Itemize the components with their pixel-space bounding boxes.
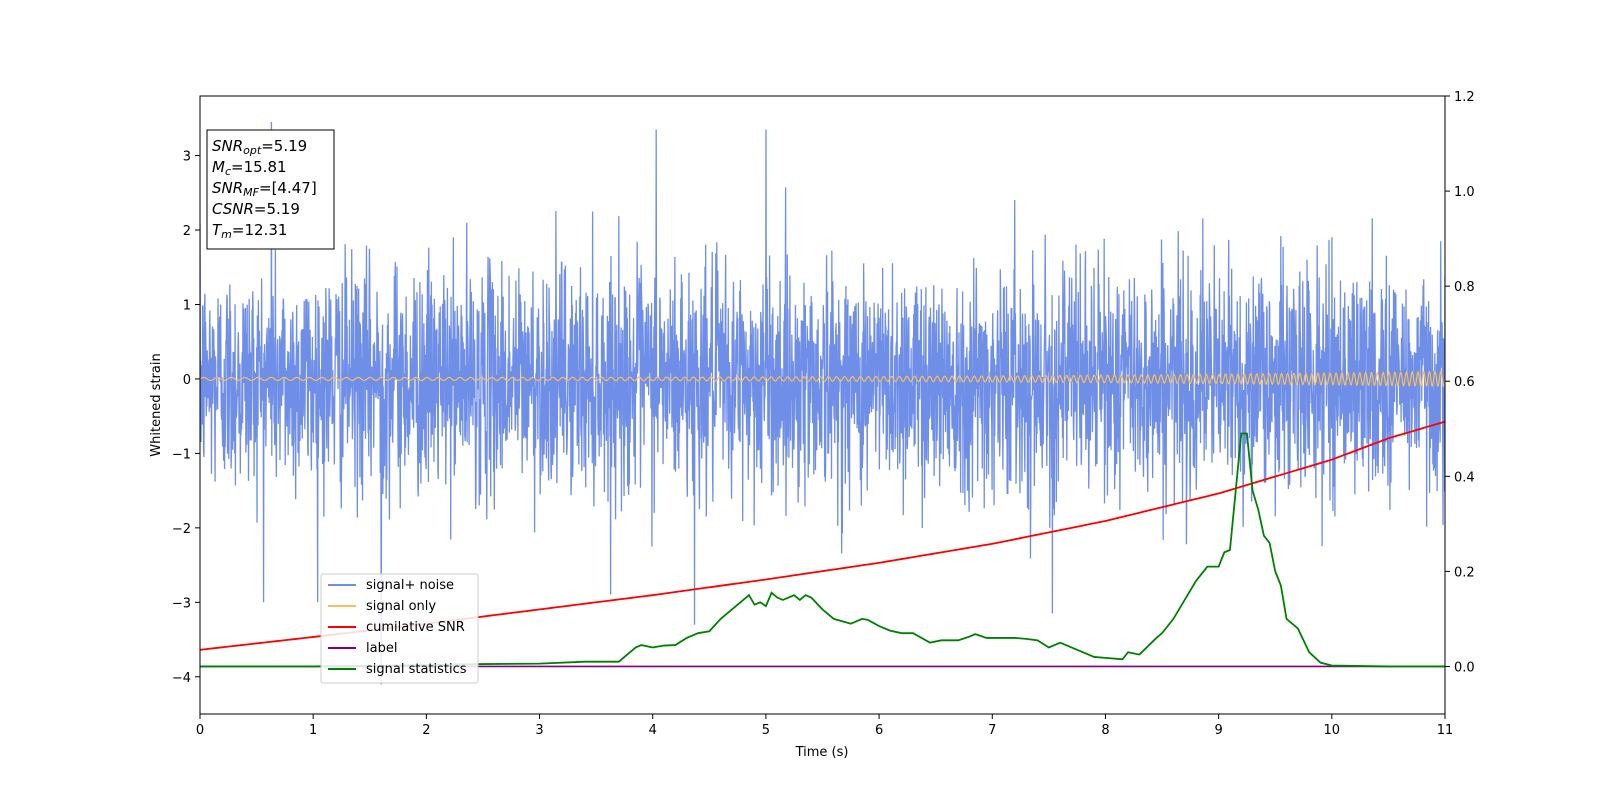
stats-box-frame xyxy=(206,129,335,250)
y-axis-right-ticks: 0.0 0.2 0.4 0.6 0.8 1.0 1.2 xyxy=(1445,90,1475,675)
signal-statistics-line xyxy=(200,432,1445,668)
legend-items: signal+ noise signal only cumilative SNR la… xyxy=(328,578,467,677)
stats-line: SNRMF=[4.47] xyxy=(212,179,317,199)
x-tick-label: 7 xyxy=(988,723,996,738)
signal-noise-line xyxy=(200,122,1445,685)
stats-line: CSNR=5.19 xyxy=(212,200,300,218)
y-left-tick-label: 1 xyxy=(183,298,191,313)
y-left-tick-label: −3 xyxy=(172,596,191,611)
signal-noise-series xyxy=(200,122,1445,685)
legend-label: signal statistics xyxy=(366,662,467,677)
legend-label: label xyxy=(366,641,397,656)
legend-frame xyxy=(320,573,479,684)
y-left-tick-label: 3 xyxy=(183,150,191,165)
legend: signal+ noise signal only cumilative SNR la… xyxy=(320,573,479,684)
stats-line: SNRopt=5.19 xyxy=(212,137,307,157)
x-tick-label: 3 xyxy=(535,723,543,738)
y-right-tick-label: 0.6 xyxy=(1454,375,1475,390)
stats-annotation-box: SNRopt=5.19Mc=15.81SNRMF=[4.47]CSNR=5.19… xyxy=(206,129,335,250)
y-right-tick-label: 0.2 xyxy=(1454,565,1475,580)
y-left-tick-label: −4 xyxy=(172,671,191,686)
y-right-tick-label: 0.8 xyxy=(1454,280,1475,295)
stats-lines: SNRopt=5.19Mc=15.81SNRMF=[4.47]CSNR=5.19… xyxy=(212,137,317,241)
x-tick-label: 8 xyxy=(1101,723,1109,738)
signal-only-line xyxy=(200,370,1445,388)
x-axis-label: Time (s) xyxy=(795,745,849,760)
x-tick-label: 9 xyxy=(1214,723,1222,738)
y-left-tick-label: −2 xyxy=(172,522,191,537)
x-tick-label: 10 xyxy=(1324,723,1341,738)
y-right-tick-label: 1.2 xyxy=(1454,90,1475,105)
x-tick-label: 2 xyxy=(422,723,430,738)
plot-frame xyxy=(199,95,1446,715)
signal-only-series xyxy=(200,370,1445,388)
x-tick-label: 0 xyxy=(196,723,204,738)
x-tick-label: 4 xyxy=(649,723,657,738)
y-axis-left-ticks: −4 −3 −2 −1 0 1 2 3 xyxy=(172,150,200,686)
y-left-tick-label: 2 xyxy=(183,224,191,239)
stats-line: Mc=15.81 xyxy=(212,158,287,178)
x-tick-label: 11 xyxy=(1437,723,1454,738)
y-right-tick-label: 0.4 xyxy=(1454,470,1475,485)
stats-line: Tm=12.31 xyxy=(212,221,287,241)
x-tick-label: 6 xyxy=(875,723,883,738)
y-right-tick-label: 0.0 xyxy=(1454,660,1475,675)
legend-label: signal+ noise xyxy=(366,578,454,593)
x-axis-ticks: 0 1 2 3 4 5 6 7 8 9 10 11 xyxy=(196,714,1453,738)
x-tick-label: 5 xyxy=(762,723,770,738)
y-left-tick-label: 0 xyxy=(183,373,191,388)
x-tick-label: 1 xyxy=(309,723,317,738)
y-axis-label: Whitened strain xyxy=(149,353,164,456)
y-right-tick-label: 1.0 xyxy=(1454,185,1475,200)
y-left-tick-label: −1 xyxy=(172,447,191,462)
legend-label: cumilative SNR xyxy=(366,620,465,635)
legend-label: signal only xyxy=(366,599,436,614)
